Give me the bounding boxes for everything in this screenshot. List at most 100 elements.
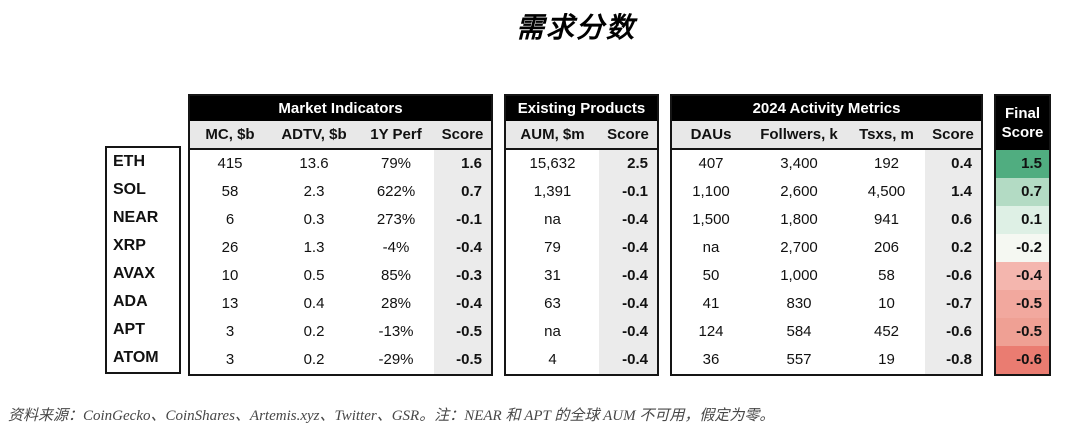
table-cell: 1,391 [533, 183, 572, 200]
table-cell: 1,800 [780, 211, 818, 228]
table-cell: 1,000 [780, 267, 818, 284]
table-cell: 15,632 [529, 155, 576, 172]
table-cell: 10 [221, 267, 239, 284]
final-score-cell: 0.7 [996, 178, 1049, 206]
table-cell: 58 [878, 267, 895, 284]
row-label: ETH [113, 153, 145, 170]
table-cell: 1.3 [303, 239, 325, 256]
table-cell: 41 [702, 295, 720, 312]
table-cell: -0.3 [434, 262, 491, 290]
column-header: Score [441, 126, 484, 143]
table-row: 58 2.3 622% 0.7 [190, 178, 491, 206]
table-cell: 28% [380, 295, 412, 312]
table-cell: -0.1 [434, 206, 491, 234]
final-score-header: Final Score [996, 96, 1049, 150]
table-row: 1,500 1,800 941 0.6 [672, 206, 981, 234]
table-row: 41 830 10 -0.7 [672, 290, 981, 318]
table-cell: 58 [221, 183, 239, 200]
table-row: 3 0.2 -13% -0.5 [190, 318, 491, 346]
table-row: 124 584 452 -0.6 [672, 318, 981, 346]
column-header: Tsxs, m [859, 126, 914, 143]
table-cell: 10 [878, 295, 895, 312]
table-cell: 63 [544, 295, 561, 312]
table-cell: 19 [878, 351, 895, 368]
column-header: MC, $b [205, 126, 255, 143]
page-title: 需求分数 [515, 13, 636, 44]
activity-subheader: DAUs Follwers, k Tsxs, m Score [672, 121, 981, 150]
table-cell: 622% [376, 183, 416, 200]
row-label: ADA [113, 293, 148, 310]
column-header: Score [607, 126, 649, 143]
table-cell: 124 [698, 323, 724, 340]
row-label: NEAR [113, 209, 159, 226]
row-label: ATOM [113, 349, 159, 366]
table-cell: 26 [221, 239, 239, 256]
table-cell: 3,400 [780, 155, 818, 172]
table-cell: 0.2 [303, 351, 325, 368]
table-cell: 79 [544, 239, 561, 256]
column-header: 1Y Perf [370, 126, 422, 143]
table-cell: 1.6 [434, 150, 491, 178]
table-row: 13 0.4 28% -0.4 [190, 290, 491, 318]
table-cell: 50 [702, 267, 720, 284]
table-row: 36 557 19 -0.8 [672, 346, 981, 374]
table-row: 415 13.6 79% 1.6 [190, 150, 491, 178]
table-cell: -0.4 [599, 262, 657, 290]
table-cell: -0.6 [925, 318, 981, 346]
table-cell: 6 [225, 211, 235, 228]
table-row: 6 0.3 273% -0.1 [190, 206, 491, 234]
activity-metrics-group: 2024 Activity Metrics DAUs Follwers, k Tsx… [670, 94, 983, 376]
table-cell: na [544, 211, 561, 228]
table-cell: -13% [378, 323, 414, 340]
products-group-title: Existing Products [506, 96, 657, 121]
table-cell: 452 [873, 323, 900, 340]
table-cell: -0.4 [434, 234, 491, 262]
table-cell: 192 [873, 155, 900, 172]
table-cell: 3 [225, 323, 235, 340]
table-cell: 0.6 [925, 206, 981, 234]
table-row: na 2,700 206 0.2 [672, 234, 981, 262]
final-score-cell: 1.5 [996, 150, 1049, 178]
table-row: 3 0.2 -29% -0.5 [190, 346, 491, 374]
demand-score-table: ETH SOL NEAR XRP AVAX ADA APT ATOM Market Indic… [105, 94, 1051, 376]
table-row: 1,391 -0.1 [506, 178, 657, 206]
table-row: 31 -0.4 [506, 262, 657, 290]
table-row: 15,632 2.5 [506, 150, 657, 178]
table-cell: 13.6 [299, 155, 329, 172]
table-cell: -0.4 [599, 234, 657, 262]
row-label: AVAX [113, 265, 156, 282]
table-cell: -29% [378, 351, 414, 368]
table-cell: 0.4 [925, 150, 981, 178]
table-cell: 0.2 [303, 323, 325, 340]
table-row: 4 -0.4 [506, 346, 657, 374]
table-cell: 0.2 [925, 234, 981, 262]
table-cell: na [544, 323, 561, 340]
table-cell: -0.4 [599, 346, 657, 374]
existing-products-group: Existing Products AUM, $m Score 15,632 2.5… [504, 94, 659, 376]
asset-label-column: ETH SOL NEAR XRP AVAX ADA APT ATOM [105, 146, 181, 374]
table-row: 1,100 2,600 4,500 1.4 [672, 178, 981, 206]
source-note: 资料来源：CoinGecko、CoinShares、Artemis.xyz、Tw… [8, 408, 775, 424]
final-score-cell: -0.5 [996, 318, 1049, 346]
table-cell: 13 [221, 295, 239, 312]
asset-label-box: ETH SOL NEAR XRP AVAX ADA APT ATOM [105, 146, 181, 374]
table-cell: 1,100 [692, 183, 730, 200]
table-cell: 1,500 [692, 211, 730, 228]
table-cell: -0.6 [925, 262, 981, 290]
table-cell: 415 [217, 155, 243, 172]
final-score-cell: -0.2 [996, 234, 1049, 262]
table-cell: 584 [786, 323, 812, 340]
table-cell: 206 [873, 239, 900, 256]
table-cell: 830 [786, 295, 812, 312]
row-label: SOL [113, 181, 146, 198]
table-row: 63 -0.4 [506, 290, 657, 318]
final-header-line1: Final [1004, 105, 1040, 122]
table-cell: 36 [702, 351, 720, 368]
final-score-cell: -0.4 [996, 262, 1049, 290]
products-subheader: AUM, $m Score [506, 121, 657, 150]
table-cell: 3 [225, 351, 235, 368]
table-cell: 79% [380, 155, 412, 172]
row-label: XRP [113, 237, 146, 254]
table-row: na -0.4 [506, 206, 657, 234]
table-row: 50 1,000 58 -0.6 [672, 262, 981, 290]
